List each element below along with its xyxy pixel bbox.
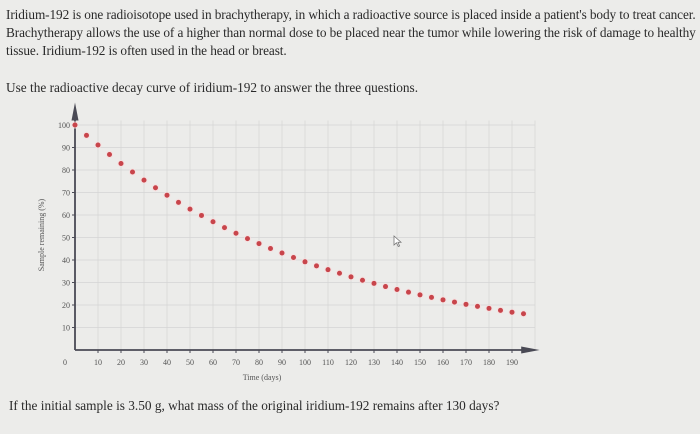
data-point xyxy=(153,185,158,191)
chart-axes xyxy=(71,102,540,354)
x-tick-label: 0 xyxy=(63,358,67,367)
x-tick-label: 40 xyxy=(163,358,171,367)
question-text: If the initial sample is 3.50 g, what ma… xyxy=(9,398,500,413)
y-tick-label: 90 xyxy=(62,144,70,153)
data-point xyxy=(118,160,124,166)
cursor-icon xyxy=(393,235,403,248)
data-point xyxy=(394,286,400,292)
data-point xyxy=(417,292,423,298)
data-point xyxy=(291,255,296,261)
x-tick-label: 140 xyxy=(391,358,403,367)
data-point xyxy=(360,277,365,283)
x-tick-label: 70 xyxy=(232,358,240,367)
y-tick-label: 100 xyxy=(58,121,70,130)
x-axis-label: Time (days) xyxy=(243,373,282,382)
data-point xyxy=(130,169,135,175)
y-tick-label: 20 xyxy=(62,301,70,310)
data-point xyxy=(440,297,446,303)
y-tick-label: 80 xyxy=(62,166,70,175)
data-point xyxy=(509,309,515,315)
data-point xyxy=(187,206,193,212)
x-tick-label: 60 xyxy=(209,358,217,367)
data-point xyxy=(521,311,526,317)
x-tick-label: 170 xyxy=(460,358,472,367)
data-point xyxy=(314,263,319,269)
x-tick-label: 10 xyxy=(94,358,102,367)
data-point xyxy=(245,236,250,242)
y-tick-label: 30 xyxy=(62,279,70,288)
data-point xyxy=(486,305,492,311)
y-tick-label: 50 xyxy=(62,234,70,243)
data-point xyxy=(222,225,227,231)
data-point xyxy=(302,259,308,265)
data-point xyxy=(210,219,216,225)
x-tick-label: 110 xyxy=(322,358,334,367)
y-tick-label: 10 xyxy=(62,324,70,333)
x-tick-label: 80 xyxy=(255,358,263,367)
data-points xyxy=(71,121,528,318)
x-tick-label: 150 xyxy=(414,358,426,367)
x-axis-arrow-icon xyxy=(521,346,540,354)
x-tick-label: 160 xyxy=(437,358,449,367)
data-point xyxy=(429,294,434,300)
y-tick-label: 60 xyxy=(62,211,70,220)
instruction-text: Use the radioactive decay curve of iridi… xyxy=(6,80,419,95)
data-point xyxy=(199,212,204,218)
y-axis-arrow-icon xyxy=(71,102,79,121)
chart-grid xyxy=(75,120,536,350)
x-tick-label: 30 xyxy=(140,358,148,367)
y-tick-label: 70 xyxy=(62,189,70,198)
data-point xyxy=(176,199,181,205)
data-point xyxy=(463,301,469,307)
data-point xyxy=(84,132,89,138)
x-tick-label: 100 xyxy=(299,358,311,367)
data-point xyxy=(498,307,503,313)
data-point xyxy=(452,299,457,305)
x-tick-label: 120 xyxy=(345,358,357,367)
data-point xyxy=(107,151,112,157)
data-point xyxy=(268,246,273,252)
x-tick-label: 130 xyxy=(368,358,380,367)
data-point xyxy=(325,267,331,273)
x-tick-label: 20 xyxy=(117,358,125,367)
intro-paragraph: Iridium-192 is one radioisotope used in … xyxy=(6,7,696,58)
data-point xyxy=(141,177,147,183)
data-point xyxy=(233,230,239,236)
data-point xyxy=(406,289,411,295)
data-point xyxy=(72,122,78,128)
x-tick-label: 190 xyxy=(506,358,518,367)
data-point xyxy=(337,270,342,276)
data-point xyxy=(371,280,377,286)
x-tick-label: 50 xyxy=(186,358,194,367)
data-point xyxy=(279,250,285,256)
chart-ticks: 10 20 30 40 50 60 70 80 90 100 0 10 20 30 40 50 60 70 80 90… xyxy=(58,121,518,367)
y-tick-label: 40 xyxy=(62,256,70,265)
data-point xyxy=(383,284,388,290)
data-point xyxy=(95,142,101,148)
x-tick-label: 180 xyxy=(483,358,495,367)
data-point xyxy=(164,192,170,198)
y-axis-label: Sample remaining (%) xyxy=(37,198,46,271)
data-point xyxy=(348,274,354,280)
data-point xyxy=(475,303,480,309)
x-tick-label: 90 xyxy=(278,358,286,367)
data-point xyxy=(256,241,262,247)
